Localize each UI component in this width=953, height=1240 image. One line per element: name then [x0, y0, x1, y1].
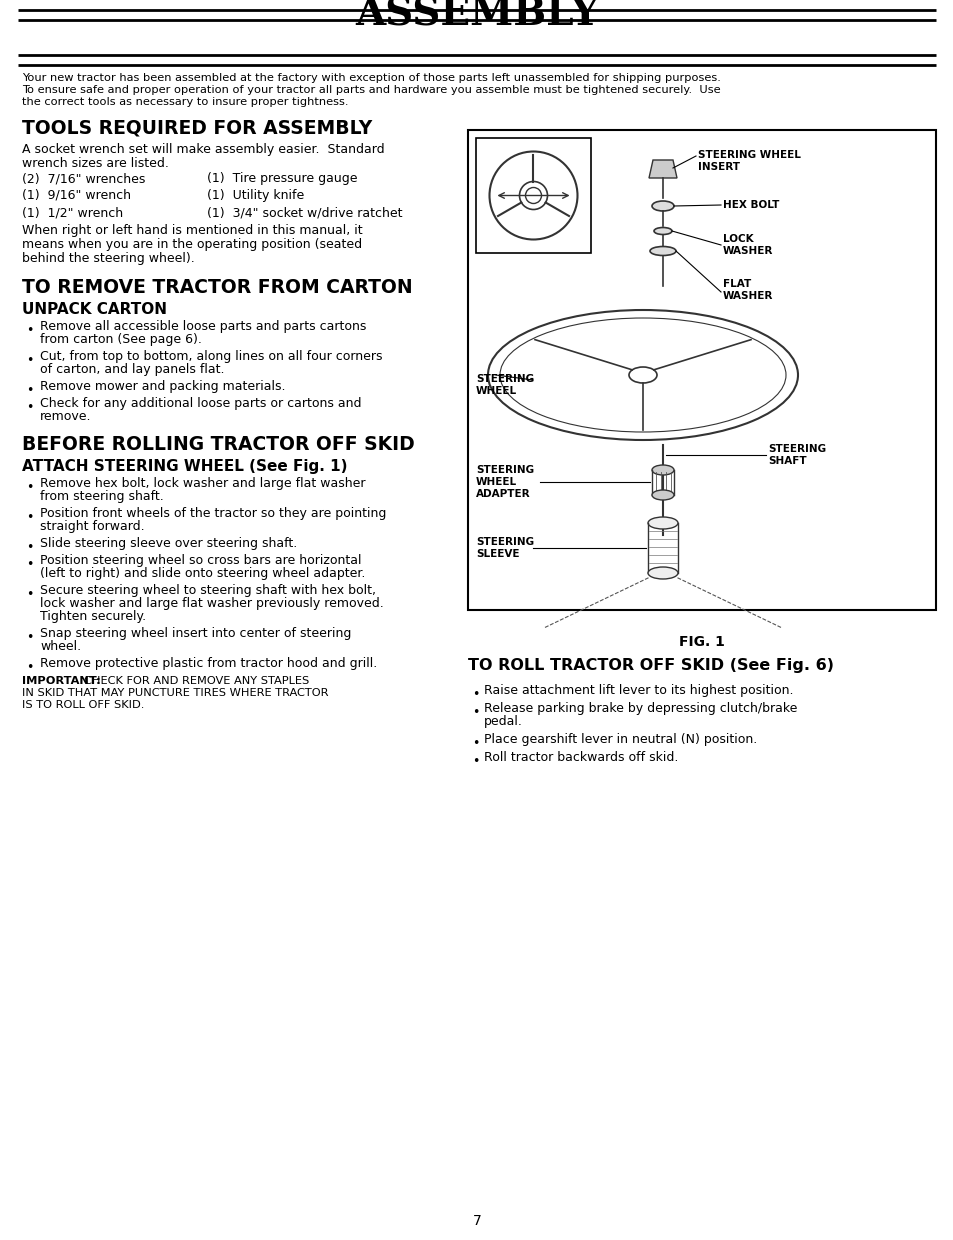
Ellipse shape: [647, 517, 678, 529]
Text: Snap steering wheel insert into center of steering: Snap steering wheel insert into center o…: [40, 627, 351, 640]
Text: ATTACH STEERING WHEEL (See Fig. 1): ATTACH STEERING WHEEL (See Fig. 1): [22, 459, 347, 474]
Text: remove.: remove.: [40, 410, 91, 423]
Text: Release parking brake by depressing clutch/brake: Release parking brake by depressing clut…: [483, 702, 797, 715]
Bar: [476, 138, 590, 253]
Text: wrench sizes are listed.: wrench sizes are listed.: [22, 157, 169, 170]
Text: FLAT
WASHER: FLAT WASHER: [722, 279, 773, 301]
Polygon shape: [648, 160, 677, 179]
Text: •: •: [472, 755, 479, 768]
Text: TO REMOVE TRACTOR FROM CARTON: TO REMOVE TRACTOR FROM CARTON: [22, 278, 413, 298]
Text: •: •: [27, 353, 33, 367]
Text: (2)  7/16" wrenches: (2) 7/16" wrenches: [22, 172, 145, 185]
Text: Place gearshift lever in neutral (N) position.: Place gearshift lever in neutral (N) pos…: [483, 733, 757, 746]
Text: IS TO ROLL OFF SKID.: IS TO ROLL OFF SKID.: [22, 701, 144, 711]
Text: Position front wheels of the tractor so they are pointing: Position front wheels of the tractor so …: [40, 507, 386, 520]
Text: wheel.: wheel.: [40, 640, 81, 653]
Text: •: •: [27, 631, 33, 644]
Text: Remove all accessible loose parts and parts cartons: Remove all accessible loose parts and pa…: [40, 320, 366, 334]
Text: •: •: [27, 558, 33, 570]
Text: Tighten securely.: Tighten securely.: [40, 610, 146, 622]
Text: of carton, and lay panels flat.: of carton, and lay panels flat.: [40, 363, 224, 376]
Text: TO ROLL TRACTOR OFF SKID (See Fig. 6): TO ROLL TRACTOR OFF SKID (See Fig. 6): [468, 658, 833, 673]
Text: Your new tractor has been assembled at the factory with exception of those parts: Your new tractor has been assembled at t…: [22, 73, 720, 83]
Text: FIG. 1: FIG. 1: [679, 635, 724, 649]
Ellipse shape: [649, 247, 676, 255]
Text: UNPACK CARTON: UNPACK CARTON: [22, 303, 167, 317]
Ellipse shape: [651, 201, 673, 211]
Text: means when you are in the operating position (seated: means when you are in the operating posi…: [22, 238, 362, 250]
Text: pedal.: pedal.: [483, 715, 522, 728]
Text: •: •: [27, 511, 33, 525]
Text: •: •: [27, 661, 33, 675]
Text: Remove protective plastic from tractor hood and grill.: Remove protective plastic from tractor h…: [40, 657, 376, 670]
Text: (1)  Tire pressure gauge: (1) Tire pressure gauge: [207, 172, 357, 185]
Text: (1)  3/4" socket w/drive ratchet: (1) 3/4" socket w/drive ratchet: [207, 206, 402, 219]
Text: the correct tools as necessary to insure proper tightness.: the correct tools as necessary to insure…: [22, 97, 348, 107]
Text: To ensure safe and proper operation of your tractor all parts and hardware you a: To ensure safe and proper operation of y…: [22, 86, 720, 95]
Text: behind the steering wheel).: behind the steering wheel).: [22, 252, 194, 265]
Text: TOOLS REQUIRED FOR ASSEMBLY: TOOLS REQUIRED FOR ASSEMBLY: [22, 118, 372, 136]
Ellipse shape: [647, 567, 678, 579]
Text: STEERING
SLEEVE: STEERING SLEEVE: [476, 537, 534, 559]
Text: STEERING WHEEL
INSERT: STEERING WHEEL INSERT: [698, 150, 800, 171]
Ellipse shape: [651, 490, 673, 500]
Text: (left to right) and slide onto steering wheel adapter.: (left to right) and slide onto steering …: [40, 567, 365, 580]
Text: STEERING
SHAFT: STEERING SHAFT: [767, 444, 825, 466]
Text: CHECK FOR AND REMOVE ANY STAPLES: CHECK FOR AND REMOVE ANY STAPLES: [84, 676, 309, 686]
Text: •: •: [27, 588, 33, 601]
Text: Roll tractor backwards off skid.: Roll tractor backwards off skid.: [483, 751, 678, 764]
Text: from carton (See page 6).: from carton (See page 6).: [40, 334, 202, 346]
Text: •: •: [27, 481, 33, 494]
Text: (1)  9/16" wrench: (1) 9/16" wrench: [22, 188, 131, 202]
Text: Remove mower and packing materials.: Remove mower and packing materials.: [40, 379, 285, 393]
Text: BEFORE ROLLING TRACTOR OFF SKID: BEFORE ROLLING TRACTOR OFF SKID: [22, 435, 415, 454]
Bar: [468, 130, 935, 610]
Text: Raise attachment lift lever to its highest position.: Raise attachment lift lever to its highe…: [483, 684, 793, 697]
Text: Cut, from top to bottom, along lines on all four corners: Cut, from top to bottom, along lines on …: [40, 350, 382, 363]
Text: (1)  Utility knife: (1) Utility knife: [207, 188, 304, 202]
Text: A socket wrench set will make assembly easier.  Standard: A socket wrench set will make assembly e…: [22, 143, 384, 156]
Text: STEERING
WHEEL: STEERING WHEEL: [476, 374, 534, 396]
Text: •: •: [472, 706, 479, 719]
Text: 7: 7: [472, 1214, 481, 1228]
Text: Secure steering wheel to steering shaft with hex bolt,: Secure steering wheel to steering shaft …: [40, 584, 375, 596]
Text: LOCK
WASHER: LOCK WASHER: [722, 234, 773, 255]
Text: from steering shaft.: from steering shaft.: [40, 490, 164, 503]
Text: STEERING
WHEEL
ADAPTER: STEERING WHEEL ADAPTER: [476, 465, 534, 498]
Text: Check for any additional loose parts or cartons and: Check for any additional loose parts or …: [40, 397, 361, 410]
Text: •: •: [27, 384, 33, 397]
Text: IN SKID THAT MAY PUNCTURE TIRES WHERE TRACTOR: IN SKID THAT MAY PUNCTURE TIRES WHERE TR…: [22, 688, 328, 698]
Text: •: •: [27, 324, 33, 337]
Text: Position steering wheel so cross bars are horizontal: Position steering wheel so cross bars ar…: [40, 554, 361, 567]
Text: HEX BOLT: HEX BOLT: [722, 200, 779, 210]
Text: lock washer and large flat washer previously removed.: lock washer and large flat washer previo…: [40, 596, 383, 610]
Text: IMPORTANT:: IMPORTANT:: [22, 676, 101, 686]
Text: straight forward.: straight forward.: [40, 520, 145, 533]
Ellipse shape: [654, 227, 671, 234]
Text: •: •: [27, 541, 33, 554]
Text: •: •: [27, 401, 33, 414]
Text: ASSEMBLY: ASSEMBLY: [355, 0, 598, 33]
Ellipse shape: [651, 465, 673, 475]
Text: (1)  1/2" wrench: (1) 1/2" wrench: [22, 206, 123, 219]
Text: Slide steering sleeve over steering shaft.: Slide steering sleeve over steering shaf…: [40, 537, 297, 551]
Text: Remove hex bolt, lock washer and large flat washer: Remove hex bolt, lock washer and large f…: [40, 477, 365, 490]
Text: When right or left hand is mentioned in this manual, it: When right or left hand is mentioned in …: [22, 224, 362, 237]
Text: •: •: [472, 737, 479, 750]
Text: •: •: [472, 688, 479, 701]
